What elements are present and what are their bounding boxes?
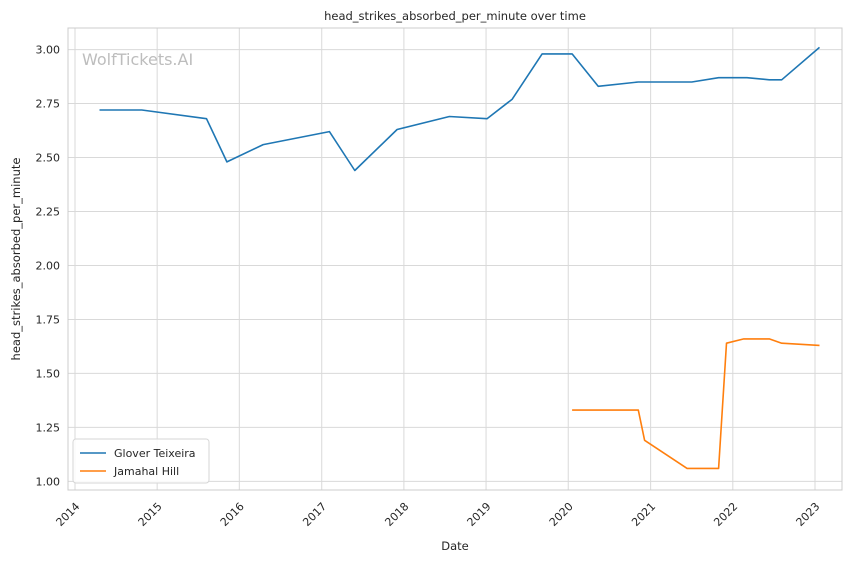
series-line-jamahal-hill — [572, 338, 820, 470]
chart-title: head_strikes_absorbed_per_minute over ti… — [324, 9, 586, 23]
legend: Glover Teixeira Jamahal Hill — [72, 438, 210, 484]
y-axis-title: head_strikes_absorbed_per_minute — [9, 158, 23, 361]
y-tick-label: 3.00 — [36, 44, 61, 57]
y-tick-label: 1.50 — [36, 367, 61, 380]
series-layer — [99, 46, 821, 470]
series-line-glover-teixeira — [99, 46, 821, 172]
y-tick-label: 1.75 — [36, 313, 61, 326]
legend-label-jamahal-hill: Jamahal Hill — [113, 465, 179, 478]
grid — [68, 28, 842, 490]
watermark: WolfTickets.AI — [82, 50, 193, 69]
y-tick-label: 1.00 — [36, 475, 61, 488]
x-axis-title: Date — [441, 539, 469, 553]
legend-label-glover-teixeira: Glover Teixeira — [114, 447, 196, 460]
y-tick-label: 2.75 — [36, 98, 61, 111]
y-tick-label: 1.25 — [36, 421, 61, 434]
y-tick-label: 2.50 — [36, 152, 61, 165]
y-tick-label: 2.25 — [36, 206, 61, 219]
y-tick-label: 2.00 — [36, 259, 61, 272]
plot-area-frame — [67, 27, 843, 491]
legend-box — [72, 438, 210, 484]
